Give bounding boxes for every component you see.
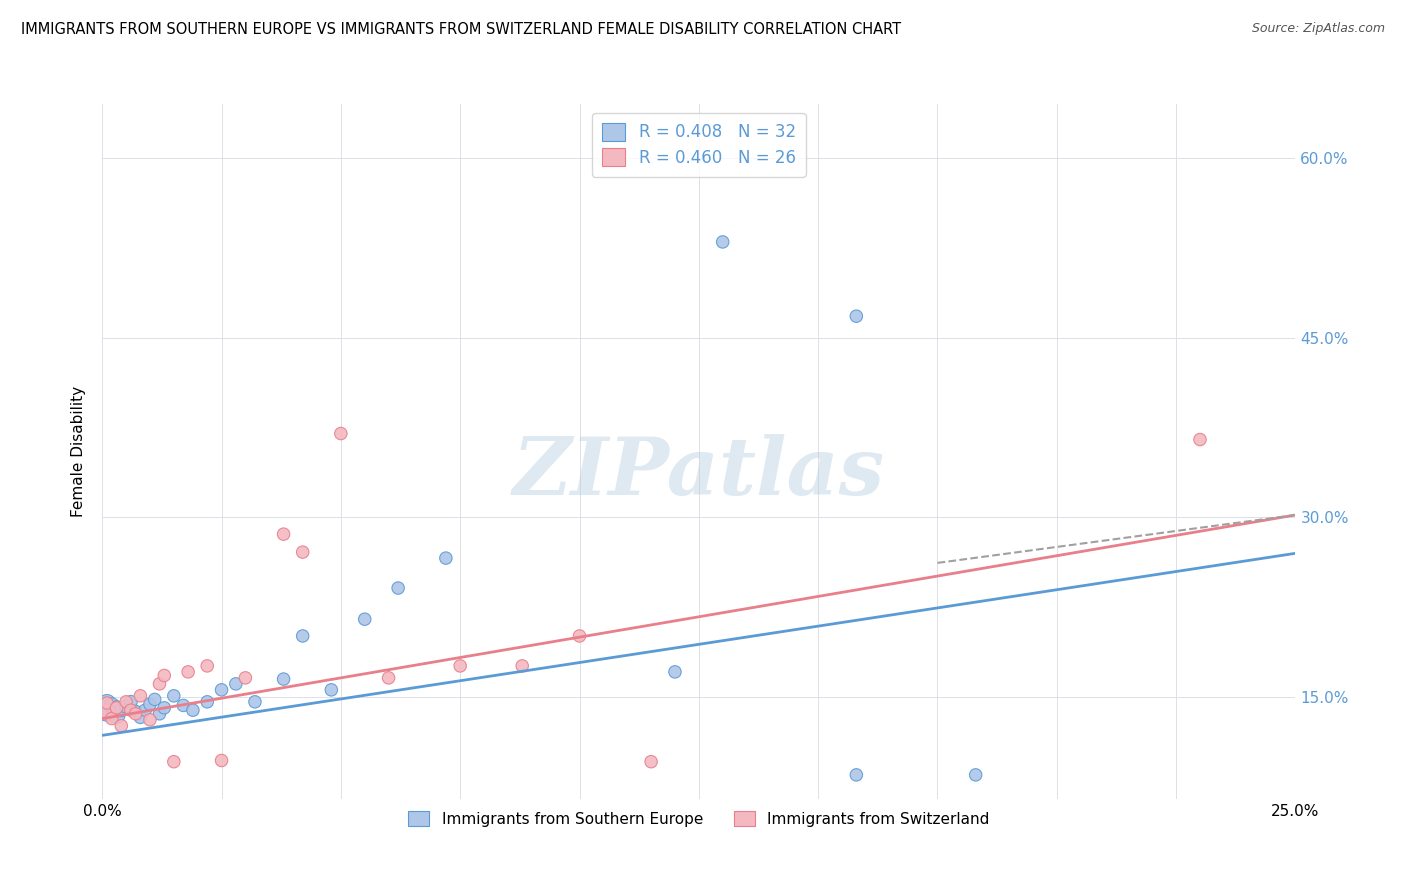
Point (664, 665, 686, 679)
Point (1188, 433, 1211, 447)
Point (105, 708, 128, 723)
Point (148, 677, 170, 691)
Point (124, 705, 146, 719)
Point (124, 706, 146, 721)
Point (434, 551, 457, 566)
Legend: Immigrants from Southern Europe, Immigrants from Switzerland: Immigrants from Southern Europe, Immigra… (402, 805, 995, 833)
Point (163, 689, 186, 703)
Point (110, 703, 132, 717)
Point (291, 545, 314, 559)
Point (845, 309, 868, 323)
Point (321, 682, 343, 697)
Point (96, 696, 118, 710)
Point (139, 713, 162, 727)
Point (177, 665, 200, 679)
Point (105, 701, 128, 715)
Point (143, 692, 166, 706)
Point (96, 705, 118, 719)
Point (377, 671, 399, 685)
Point (568, 629, 591, 643)
Point (96, 696, 118, 710)
Point (640, 755, 662, 769)
Point (181, 703, 204, 717)
Point (134, 703, 156, 717)
Point (153, 701, 176, 715)
Point (225, 677, 247, 691)
Point (387, 581, 409, 595)
Text: Source: ZipAtlas.com: Source: ZipAtlas.com (1251, 22, 1385, 36)
Point (100, 698, 122, 713)
Point (211, 754, 233, 768)
Point (243, 695, 266, 709)
Point (139, 697, 162, 711)
Point (172, 698, 194, 713)
Y-axis label: Female Disability: Female Disability (72, 386, 86, 517)
Point (129, 710, 152, 724)
Point (153, 668, 176, 682)
Point (96, 702, 118, 716)
Point (211, 682, 233, 697)
Point (273, 672, 295, 686)
Point (711, 235, 734, 249)
Point (120, 695, 142, 709)
Point (120, 703, 142, 717)
Point (965, 768, 987, 782)
Point (115, 699, 138, 714)
Point (163, 755, 186, 769)
Point (148, 706, 170, 721)
Point (195, 659, 218, 673)
Text: IMMIGRANTS FROM SOUTHERN EUROPE VS IMMIGRANTS FROM SWITZERLAND FEMALE DISABILITY: IMMIGRANTS FROM SOUTHERN EUROPE VS IMMIG… (21, 22, 901, 37)
Point (291, 629, 314, 643)
Point (235, 671, 257, 685)
Point (100, 712, 122, 726)
Point (353, 612, 375, 626)
Point (273, 527, 295, 541)
Point (105, 701, 128, 715)
Point (449, 659, 471, 673)
Text: ZIPatlas: ZIPatlas (513, 434, 884, 511)
Point (845, 768, 868, 782)
Point (129, 689, 152, 703)
Point (195, 695, 218, 709)
Point (100, 705, 122, 719)
Point (110, 719, 132, 733)
Point (510, 659, 533, 673)
Point (329, 426, 352, 441)
Point (115, 695, 138, 709)
